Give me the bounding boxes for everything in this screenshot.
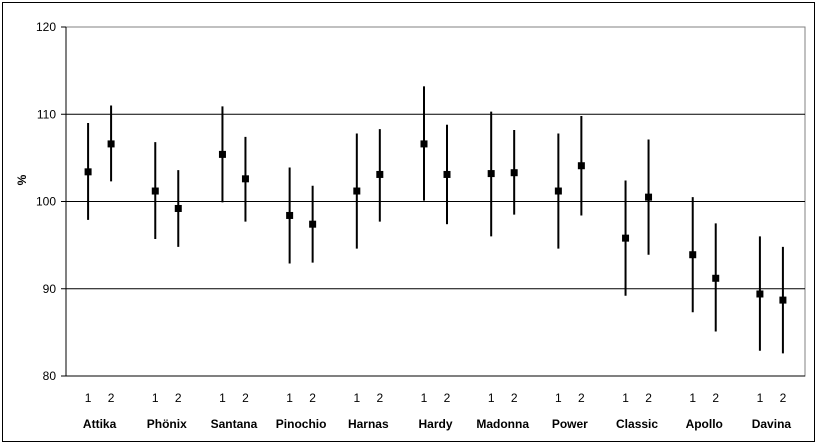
x-sub-tick-label: 1 [286, 391, 293, 405]
y-tick-label: 120 [36, 20, 56, 34]
y-axis-ticks: 80 90 100 110 120 [36, 20, 67, 383]
gridlines [66, 113, 805, 290]
x-sub-tick-label: 2 [175, 391, 182, 405]
x-category-label: Apollo [686, 417, 723, 431]
x-sub-tick-label: 2 [242, 391, 249, 405]
y-tick-label: 110 [37, 107, 56, 121]
x-category-label: Classic [616, 417, 658, 431]
x-sub-tick-label: 2 [578, 391, 585, 405]
data-point-marker [309, 220, 317, 228]
data-point-marker [779, 296, 787, 304]
data-point-marker [712, 274, 720, 282]
x-sub-tick-label: 1 [152, 391, 159, 405]
x-sub-tick-label: 1 [421, 391, 428, 405]
data-point-marker [151, 187, 159, 195]
x-sub-tick-label: 2 [108, 391, 115, 405]
data-point-marker [554, 187, 562, 195]
data-point-marker [353, 187, 361, 195]
data-point-marker [622, 234, 630, 242]
data-point-marker [443, 170, 451, 178]
data-point-marker [174, 204, 182, 212]
x-category-label: Pinochio [276, 417, 327, 431]
x-sub-tick-label: 2 [376, 391, 383, 405]
x-category-label: Power [552, 417, 588, 431]
y-tick-label: 90 [43, 282, 57, 296]
x-sub-tick-label: 1 [555, 391, 562, 405]
x-sub-tick-label: 2 [309, 391, 316, 405]
markers [84, 140, 787, 304]
data-point-marker [756, 290, 764, 298]
data-point-marker [84, 168, 92, 176]
x-axis-ticks: 1 2 Attika 1 2 Phönix 1 2 Santana 1 2 Pinochio 1 2 Har… [66, 375, 805, 431]
data-point-marker [577, 162, 585, 170]
data-point-marker [487, 170, 495, 178]
x-sub-tick-label: 1 [85, 391, 92, 405]
x-sub-tick-label: 2 [645, 391, 652, 405]
x-sub-tick-label: 1 [689, 391, 696, 405]
data-point-marker [218, 150, 226, 158]
x-sub-tick-label: 2 [712, 391, 719, 405]
x-category-label: Attika [83, 417, 117, 431]
data-point-marker [241, 175, 249, 183]
x-category-label: Madonna [476, 417, 529, 431]
x-category-label: Davina [752, 417, 792, 431]
x-sub-tick-label: 1 [757, 391, 764, 405]
data-point-marker [376, 170, 384, 178]
x-sub-tick-label: 2 [780, 391, 787, 405]
data-point-marker [645, 193, 653, 201]
x-sub-tick-label: 1 [488, 391, 495, 405]
data-point-marker [107, 140, 115, 148]
y-tick-label: 100 [36, 195, 56, 209]
y-axis-label: % [15, 174, 29, 185]
data-point-marker [286, 211, 294, 219]
data-point-marker [689, 251, 697, 259]
x-category-label: Harnas [348, 417, 389, 431]
y-tick-label: 80 [43, 369, 57, 383]
x-sub-tick-label: 1 [353, 391, 360, 405]
x-category-label: Hardy [418, 417, 452, 431]
x-sub-tick-label: 1 [622, 391, 629, 405]
x-sub-tick-label: 1 [219, 391, 226, 405]
x-sub-tick-label: 2 [444, 391, 451, 405]
x-sub-tick-label: 2 [511, 391, 518, 405]
data-point-marker [420, 140, 428, 148]
x-category-label: Santana [211, 417, 258, 431]
data-point-marker [510, 169, 518, 177]
x-category-label: Phönix [147, 417, 187, 431]
